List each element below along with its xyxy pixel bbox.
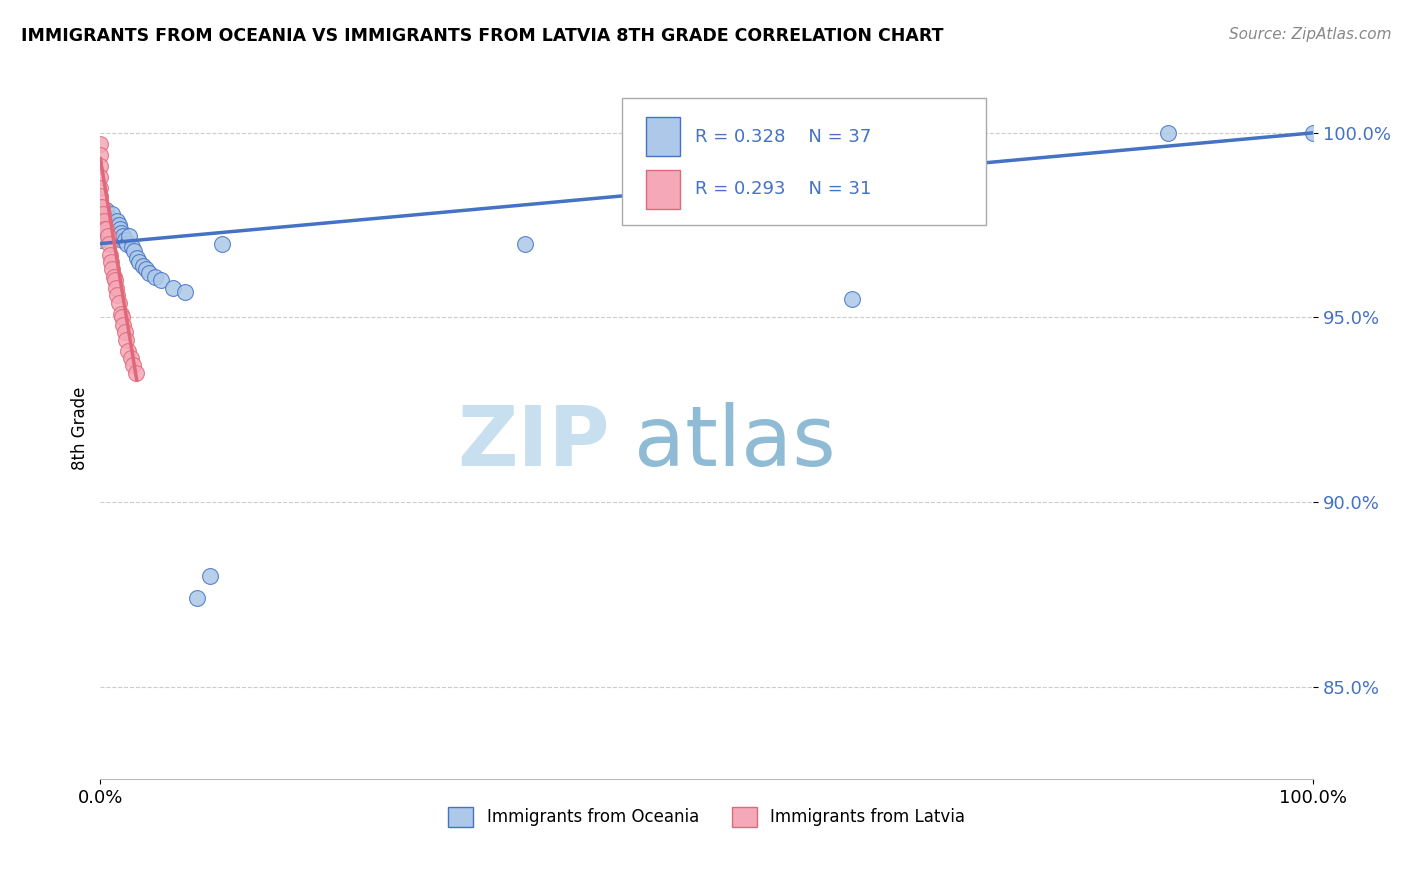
Point [110,307,132,321]
Point [120,351,142,365]
Point [105,214,128,228]
Point [91,207,114,221]
Legend: Immigrants from Oceania, Immigrants from Latvia: Immigrants from Oceania, Immigrants from… [441,800,972,834]
Point [98,218,121,232]
Point [118,229,141,244]
Point [105,222,128,236]
Point [94,222,117,236]
Point [89,181,111,195]
FancyBboxPatch shape [621,98,986,225]
Point [107,295,129,310]
Point [90,200,112,214]
Text: R = 0.328    N = 37: R = 0.328 N = 37 [695,128,872,145]
Point [108,222,131,236]
FancyBboxPatch shape [647,170,681,209]
Point [97,211,120,225]
Point [89,148,111,162]
Text: atlas: atlas [634,401,835,483]
Point [89,200,111,214]
Point [124,366,146,380]
Point [96,203,118,218]
Point [105,288,128,302]
Point [117,343,139,358]
Point [89,233,111,247]
Point [96,222,118,236]
Point [115,236,138,251]
Point [114,325,136,339]
Point [114,233,136,247]
Point [135,262,157,277]
Point [101,207,124,221]
Point [93,214,115,228]
Text: R = 0.293    N = 31: R = 0.293 N = 31 [695,180,872,198]
Point [100,226,122,240]
Point [114,333,136,347]
Point [124,244,146,258]
Point [128,255,150,269]
Y-axis label: 8th Grade: 8th Grade [72,386,89,470]
Point [100,255,122,269]
Point [89,136,111,151]
Point [110,226,132,240]
Text: Source: ZipAtlas.com: Source: ZipAtlas.com [1229,27,1392,42]
Point [104,218,127,232]
Point [125,252,148,266]
FancyBboxPatch shape [647,118,681,156]
Point [103,269,125,284]
Point [105,281,128,295]
Point [89,188,111,202]
Point [112,318,135,332]
Point [111,310,134,325]
Point [122,359,145,373]
Point [186,591,208,605]
Point [132,259,155,273]
Point [1157,126,1180,140]
Point [112,229,135,244]
Point [98,247,121,261]
Point [143,269,166,284]
Point [138,266,160,280]
Point [89,170,111,185]
Point [89,159,111,173]
Point [162,281,184,295]
Point [121,240,143,254]
Point [97,236,120,251]
Point [1302,126,1324,140]
Point [513,236,536,251]
Text: IMMIGRANTS FROM OCEANIA VS IMMIGRANTS FROM LATVIA 8TH GRADE CORRELATION CHART: IMMIGRANTS FROM OCEANIA VS IMMIGRANTS FR… [21,27,943,45]
Point [97,229,120,244]
Point [89,222,111,236]
Point [174,285,197,299]
Point [93,207,115,221]
Point [841,292,863,306]
Point [211,236,233,251]
Text: ZIP: ZIP [457,401,610,483]
Point [198,569,221,583]
Point [111,233,134,247]
Point [104,273,127,287]
Point [150,273,173,287]
Point [101,262,124,277]
Point [107,218,129,232]
